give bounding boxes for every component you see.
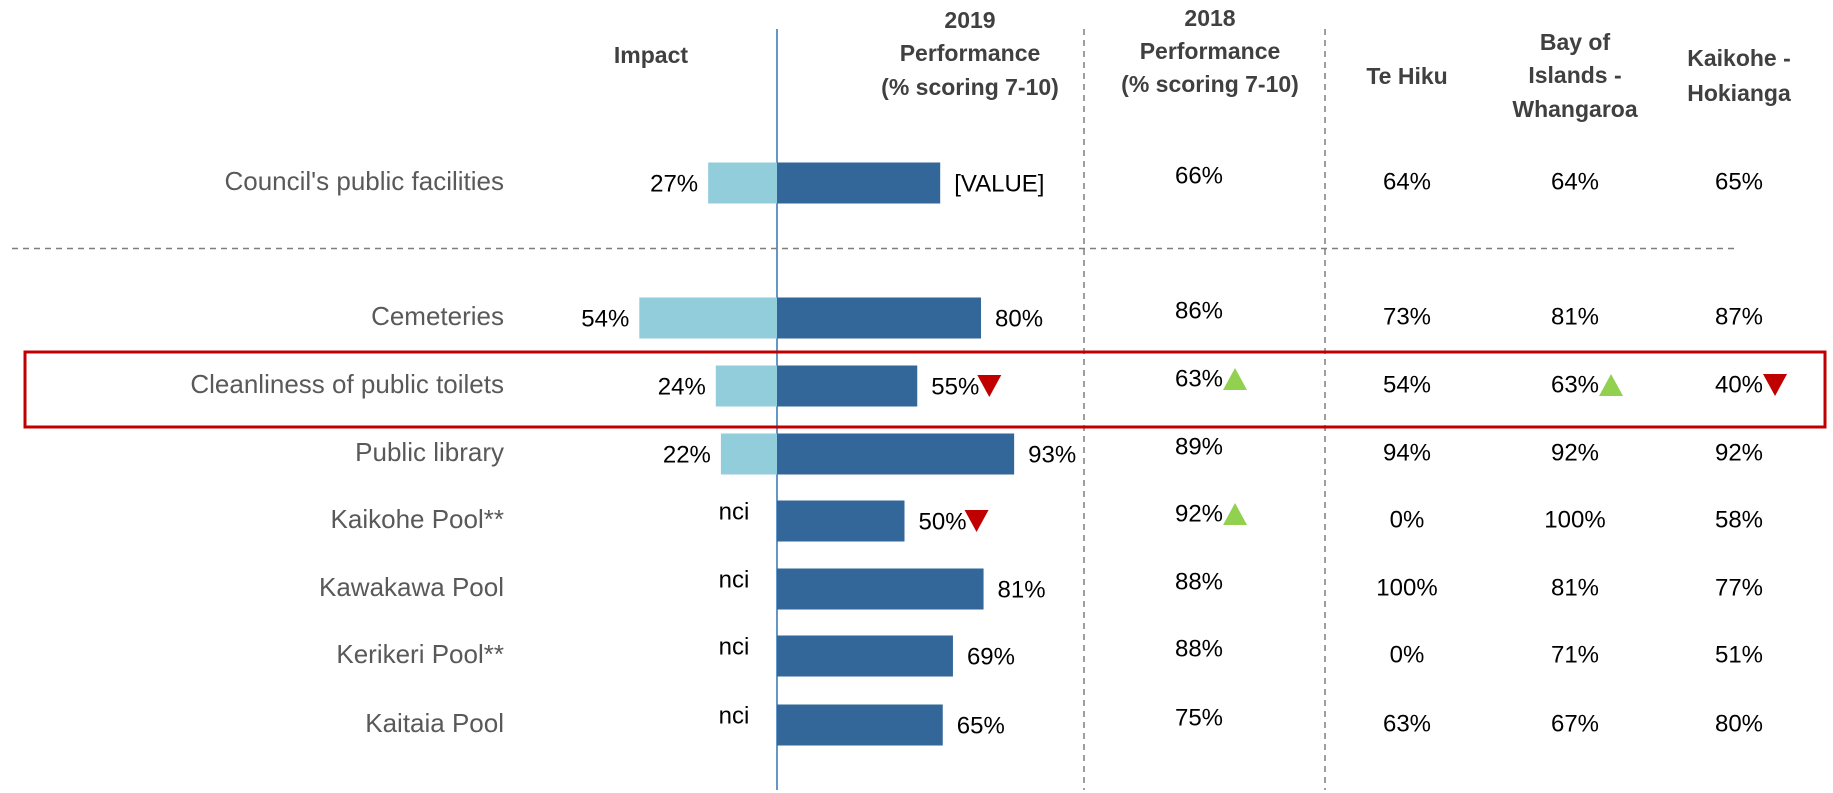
impact-label: nci: [719, 702, 750, 729]
column-header: Whangaroa: [1512, 96, 1637, 122]
performance-bar: [777, 635, 953, 677]
table-cell: 100%: [1544, 506, 1605, 533]
table-cell: 100%: [1376, 574, 1437, 601]
table-cell: 81%: [1551, 303, 1599, 330]
table-cell: 92%: [1715, 439, 1763, 466]
performance-bar: [777, 704, 943, 746]
column-header: (% scoring 7-10): [881, 74, 1059, 100]
trend-arrow: [1763, 374, 1788, 396]
table-cell: 64%: [1551, 168, 1599, 195]
table-cell: 54%: [1383, 371, 1431, 398]
impact-label: 54%: [581, 305, 629, 332]
trend-arrow: [1223, 368, 1248, 390]
row-label: Kawakawa Pool: [319, 572, 504, 602]
impact-label: 27%: [650, 170, 698, 197]
column-header: Bay of: [1540, 29, 1611, 55]
column-header: Islands -: [1528, 62, 1621, 88]
table-cell: 65%: [1715, 168, 1763, 195]
column-header: Hokianga: [1687, 80, 1791, 106]
impact-bar: [715, 365, 777, 407]
impact-bar: [639, 297, 777, 339]
table-cell: 73%: [1383, 303, 1431, 330]
row-label: Public library: [355, 437, 504, 467]
performance-label: 65%: [957, 712, 1005, 739]
table-cell: 81%: [1551, 574, 1599, 601]
row-label: Kerikeri Pool**: [336, 639, 504, 669]
row-label: Cemeteries: [371, 301, 504, 331]
table-cell: 94%: [1383, 439, 1431, 466]
table-cell: 67%: [1551, 710, 1599, 737]
performance-label: 93%: [1028, 441, 1076, 468]
performance-label: 80%: [995, 305, 1043, 332]
table-cell: 66%: [1175, 162, 1223, 189]
performance-bar: [777, 433, 1015, 475]
impact-label: 22%: [663, 441, 711, 468]
table-cell: 58%: [1715, 506, 1763, 533]
column-header: Kaikohe -: [1687, 45, 1791, 71]
row-label: Cleanliness of public toilets: [190, 369, 504, 399]
impact-label: 24%: [658, 373, 706, 400]
table-cell: 40%: [1715, 371, 1763, 398]
performance-label: 69%: [967, 643, 1015, 670]
column-header: Performance: [900, 40, 1041, 66]
performance-label: [VALUE]: [954, 170, 1044, 197]
impact-label: nci: [719, 633, 750, 660]
trend-arrow: [1223, 503, 1248, 525]
table-cell: 80%: [1715, 710, 1763, 737]
performance-bar: [777, 365, 918, 407]
trend-arrow: [977, 375, 1002, 397]
table-cell: 71%: [1551, 641, 1599, 668]
row-label: Kaitaia Pool: [365, 708, 504, 738]
performance-bar: [777, 500, 905, 542]
table-cell: 88%: [1175, 568, 1223, 595]
table-cell: 63%: [1551, 371, 1599, 398]
trend-arrow: [964, 510, 989, 532]
table-cell: 51%: [1715, 641, 1763, 668]
column-header: Performance: [1140, 38, 1281, 64]
column-header: Impact: [614, 42, 688, 68]
impact-bar: [708, 162, 777, 204]
performance-label: 55%: [931, 373, 979, 400]
trend-arrow: [1599, 374, 1624, 396]
column-header: 2018: [1184, 5, 1235, 31]
highlight-box: [23, 350, 1827, 429]
column-header: 2019: [944, 7, 995, 33]
impact-label: nci: [719, 566, 750, 593]
performance-bar: [777, 568, 984, 610]
table-cell: 89%: [1175, 433, 1223, 460]
table-cell: 77%: [1715, 574, 1763, 601]
table-cell: 88%: [1175, 635, 1223, 662]
table-cell: 0%: [1390, 506, 1425, 533]
performance-label: 81%: [998, 576, 1046, 603]
impact-bar: [720, 433, 777, 475]
performance-bar: [777, 297, 981, 339]
table-cell: 64%: [1383, 168, 1431, 195]
row-label: Council's public facilities: [224, 166, 504, 196]
column-header: (% scoring 7-10): [1121, 71, 1299, 97]
performance-bar: [777, 162, 941, 204]
table-cell: 0%: [1390, 641, 1425, 668]
table-cell: 75%: [1175, 704, 1223, 731]
table-cell: 92%: [1551, 439, 1599, 466]
table-cell: 63%: [1383, 710, 1431, 737]
row-label: Kaikohe Pool**: [331, 504, 504, 534]
performance-label: 50%: [919, 508, 967, 535]
impact-label: nci: [719, 498, 750, 525]
table-cell: 87%: [1715, 303, 1763, 330]
table-cell: 92%: [1175, 500, 1223, 527]
column-header: Te Hiku: [1366, 63, 1447, 89]
table-cell: 86%: [1175, 297, 1223, 324]
table-cell: 63%: [1175, 365, 1223, 392]
